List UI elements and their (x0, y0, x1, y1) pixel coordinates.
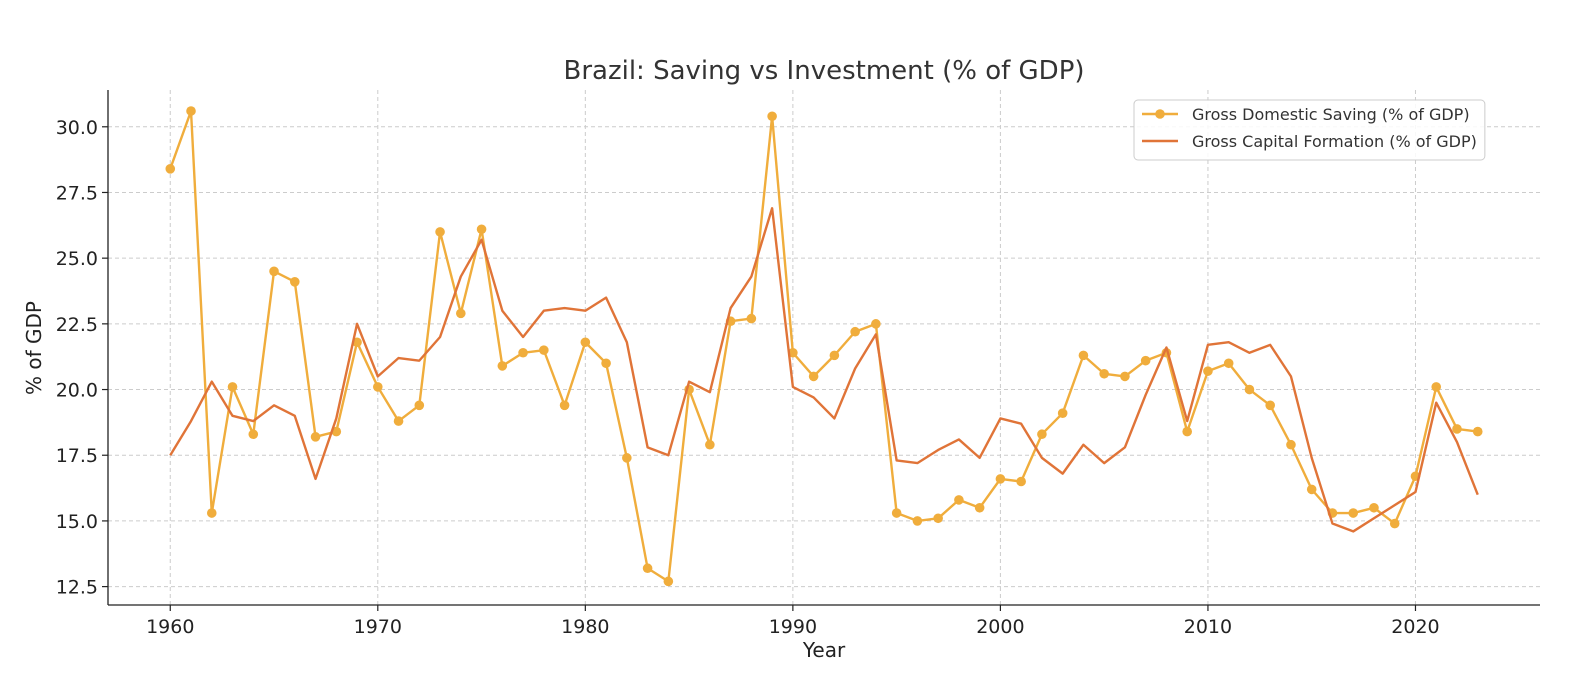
series-1-point (954, 495, 964, 505)
series-1-point (1037, 429, 1047, 440)
series-1-point (1203, 366, 1213, 376)
series-1-point (1286, 439, 1296, 450)
series-1-point (373, 382, 383, 392)
y-tick-label: 30.0 (56, 117, 98, 139)
series-1-point (1078, 350, 1089, 361)
x-tick-label: 2020 (1391, 616, 1439, 638)
y-tick-label: 12.5 (56, 577, 98, 599)
series-1-point (891, 508, 902, 518)
series-1-point (829, 350, 840, 361)
chart-title: Brazil: Saving vs Investment (% of GDP) (563, 56, 1084, 86)
series-1-point (1120, 371, 1130, 382)
series-1-point (310, 432, 321, 442)
series-1-point (539, 345, 549, 355)
x-tick-label: 1990 (769, 616, 817, 638)
series-1-point (165, 164, 176, 174)
y-tick-label: 20.0 (56, 380, 98, 402)
series-1-point (518, 347, 528, 358)
x-ticks: 1960 1970 1980 1990 2000 2010 2020 (146, 605, 1440, 638)
legend-marker-1 (1155, 109, 1165, 119)
series-1-point (559, 400, 570, 411)
series-1-point (705, 439, 715, 450)
series-1-point (1389, 518, 1400, 529)
series-1-point (1452, 424, 1462, 434)
series-1-line (169, 109, 1478, 583)
x-tick-label: 2000 (976, 616, 1024, 638)
series-2 (169, 207, 1479, 533)
y-tick-label: 15.0 (56, 511, 98, 533)
series-1-point (974, 502, 985, 513)
series-1 (165, 106, 1483, 587)
y-tick-label: 17.5 (56, 445, 98, 467)
series-1-point (1306, 484, 1317, 495)
legend: Gross Domestic Saving (% of GDP) Gross Ca… (1133, 99, 1486, 161)
x-tick-label: 1970 (354, 616, 402, 638)
series-1-point (663, 576, 674, 587)
series-1-point (1099, 368, 1109, 379)
series-1-point (580, 337, 591, 348)
series-1-point (331, 426, 342, 437)
x-axis-label: Year (802, 638, 846, 662)
x-tick-label: 2010 (1184, 616, 1232, 638)
series-1-point (1431, 382, 1442, 392)
series-1-point (871, 319, 881, 329)
series-1-point (1265, 400, 1275, 411)
series-1-point (1472, 426, 1483, 437)
legend-entry-1: Gross Domestic Saving (% of GDP) (1192, 105, 1470, 124)
series-1-point (746, 313, 757, 324)
series-1-point (186, 106, 196, 116)
series-1-point (435, 227, 445, 237)
series-1-point (850, 326, 860, 337)
series-2-line (169, 207, 1479, 533)
y-tick-label: 27.5 (56, 182, 98, 204)
x-tick-label: 1980 (561, 616, 609, 638)
series-1-point (248, 429, 259, 440)
legend-frame (1133, 99, 1486, 161)
series-1-point (788, 347, 798, 358)
series-1-point (995, 474, 1006, 484)
series-1-point (497, 361, 508, 371)
series-1-point (767, 111, 777, 122)
series-1-point (642, 563, 653, 574)
series-1-point (1369, 502, 1379, 513)
series-1-point (622, 453, 632, 463)
series-1-point (1348, 508, 1359, 518)
series-1-point (601, 358, 611, 369)
y-axis-label: % of GDP (22, 301, 46, 395)
series-1-point (933, 513, 943, 524)
series-1-point (1244, 384, 1255, 395)
series-1-point (1223, 358, 1234, 369)
series-1-point (269, 266, 279, 277)
series-1-point (289, 277, 300, 287)
series-1-point (206, 508, 217, 518)
grid (108, 90, 1540, 605)
series-1-point (227, 382, 238, 392)
y-tick-label: 25.0 (56, 248, 98, 270)
series-1-point (1140, 355, 1151, 366)
x-tick-label: 1960 (146, 616, 194, 638)
series-1-point (393, 416, 404, 426)
legend-entry-2: Gross Capital Formation (% of GDP) (1192, 132, 1477, 151)
y-ticks: 12.5 15.0 17.5 20.0 22.5 25.0 27.5 30.0 (56, 117, 108, 599)
series-1-point (808, 371, 819, 382)
series-1-point (1057, 408, 1068, 418)
series-1-point (414, 400, 425, 411)
y-tick-label: 22.5 (56, 314, 98, 336)
series-1-point (912, 516, 923, 526)
series-1-point (1182, 426, 1192, 437)
series-1-point (1016, 476, 1026, 487)
series-1-point (456, 308, 466, 319)
axes (107, 90, 1540, 606)
series-1-point (476, 224, 487, 235)
plot-area (165, 106, 1483, 587)
